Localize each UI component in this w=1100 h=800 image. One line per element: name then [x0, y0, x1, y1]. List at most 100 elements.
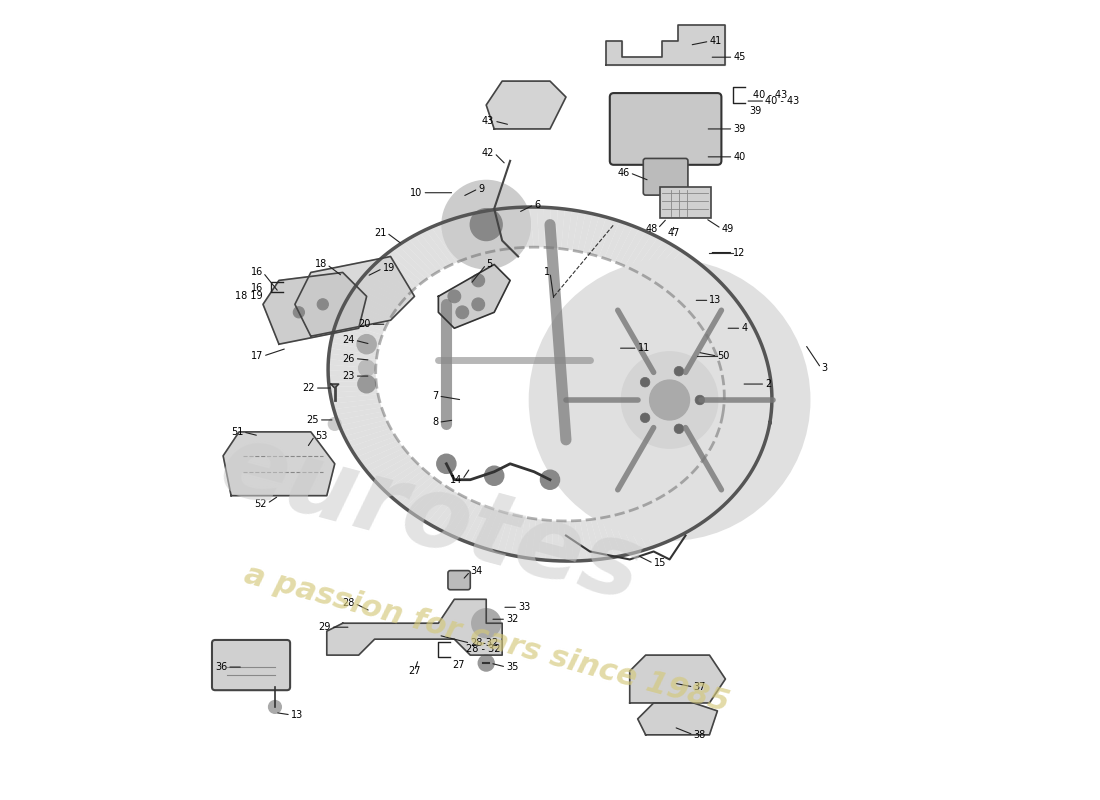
Polygon shape [635, 237, 664, 273]
Polygon shape [722, 414, 770, 428]
Polygon shape [662, 258, 697, 290]
Polygon shape [724, 389, 772, 395]
Polygon shape [711, 329, 757, 346]
Polygon shape [482, 210, 502, 250]
Polygon shape [685, 284, 726, 310]
Text: 13: 13 [710, 295, 722, 306]
Polygon shape [328, 370, 376, 377]
Circle shape [472, 298, 485, 310]
Polygon shape [641, 505, 672, 542]
Text: 6: 6 [535, 200, 540, 210]
Polygon shape [339, 416, 386, 431]
Text: 16: 16 [251, 267, 263, 278]
Polygon shape [349, 291, 394, 315]
Polygon shape [450, 218, 475, 257]
Polygon shape [504, 515, 519, 555]
Polygon shape [328, 359, 376, 369]
Circle shape [540, 470, 560, 490]
Text: 46: 46 [617, 168, 629, 178]
Polygon shape [572, 211, 585, 251]
Polygon shape [693, 469, 736, 498]
Text: 41: 41 [710, 36, 722, 46]
Polygon shape [683, 478, 724, 510]
Text: 45: 45 [734, 52, 746, 62]
Polygon shape [437, 222, 465, 261]
Circle shape [358, 334, 376, 354]
Polygon shape [344, 424, 390, 442]
Polygon shape [522, 207, 534, 247]
Polygon shape [698, 462, 742, 489]
Polygon shape [330, 390, 378, 398]
Polygon shape [621, 512, 648, 551]
Text: 20: 20 [359, 319, 371, 330]
Polygon shape [464, 505, 488, 543]
Text: 1: 1 [543, 267, 550, 278]
Polygon shape [668, 490, 704, 524]
Circle shape [442, 181, 530, 269]
Polygon shape [398, 242, 434, 277]
Text: 35: 35 [506, 662, 518, 672]
Text: 22: 22 [302, 383, 315, 393]
Polygon shape [680, 482, 719, 514]
FancyBboxPatch shape [609, 93, 722, 165]
Text: 7: 7 [432, 391, 439, 401]
Polygon shape [650, 500, 683, 537]
Polygon shape [696, 466, 739, 493]
Polygon shape [342, 420, 388, 437]
Polygon shape [666, 262, 703, 294]
Polygon shape [718, 427, 766, 444]
Circle shape [640, 413, 650, 422]
Polygon shape [328, 365, 376, 373]
Polygon shape [329, 348, 377, 360]
Circle shape [329, 418, 341, 430]
Text: 16: 16 [251, 282, 263, 293]
Polygon shape [627, 510, 653, 549]
Polygon shape [707, 450, 752, 474]
Polygon shape [388, 249, 427, 282]
Polygon shape [543, 207, 551, 248]
Circle shape [530, 261, 810, 539]
Polygon shape [475, 212, 496, 252]
Polygon shape [337, 316, 384, 335]
Polygon shape [510, 516, 525, 557]
Text: 34: 34 [471, 566, 483, 577]
Polygon shape [367, 452, 410, 477]
Polygon shape [531, 519, 541, 559]
Text: 8: 8 [432, 418, 439, 427]
Text: 9: 9 [478, 184, 484, 194]
Polygon shape [712, 443, 758, 465]
Polygon shape [720, 362, 769, 371]
Text: 17: 17 [251, 351, 263, 361]
Text: 24: 24 [342, 335, 354, 346]
Polygon shape [588, 215, 606, 255]
Polygon shape [333, 403, 382, 414]
Polygon shape [350, 432, 395, 452]
Polygon shape [439, 265, 510, 328]
Polygon shape [346, 428, 393, 447]
Text: 21: 21 [374, 227, 386, 238]
Polygon shape [723, 410, 771, 423]
Text: 40: 40 [734, 152, 746, 162]
Polygon shape [331, 337, 378, 351]
Polygon shape [497, 514, 515, 554]
Text: 18 19: 18 19 [235, 290, 263, 301]
Polygon shape [446, 498, 473, 535]
Polygon shape [333, 326, 381, 343]
Polygon shape [419, 230, 452, 266]
Polygon shape [263, 273, 366, 344]
Polygon shape [550, 208, 558, 248]
Polygon shape [372, 455, 414, 482]
Polygon shape [692, 294, 735, 318]
Polygon shape [596, 518, 615, 558]
Polygon shape [346, 296, 392, 319]
Polygon shape [724, 406, 771, 418]
Polygon shape [670, 266, 708, 297]
Polygon shape [405, 479, 440, 512]
Polygon shape [717, 431, 764, 450]
Polygon shape [720, 418, 769, 434]
Text: 11: 11 [638, 343, 650, 353]
Circle shape [472, 609, 500, 638]
Polygon shape [426, 227, 456, 265]
Polygon shape [681, 279, 722, 307]
Polygon shape [654, 498, 689, 534]
